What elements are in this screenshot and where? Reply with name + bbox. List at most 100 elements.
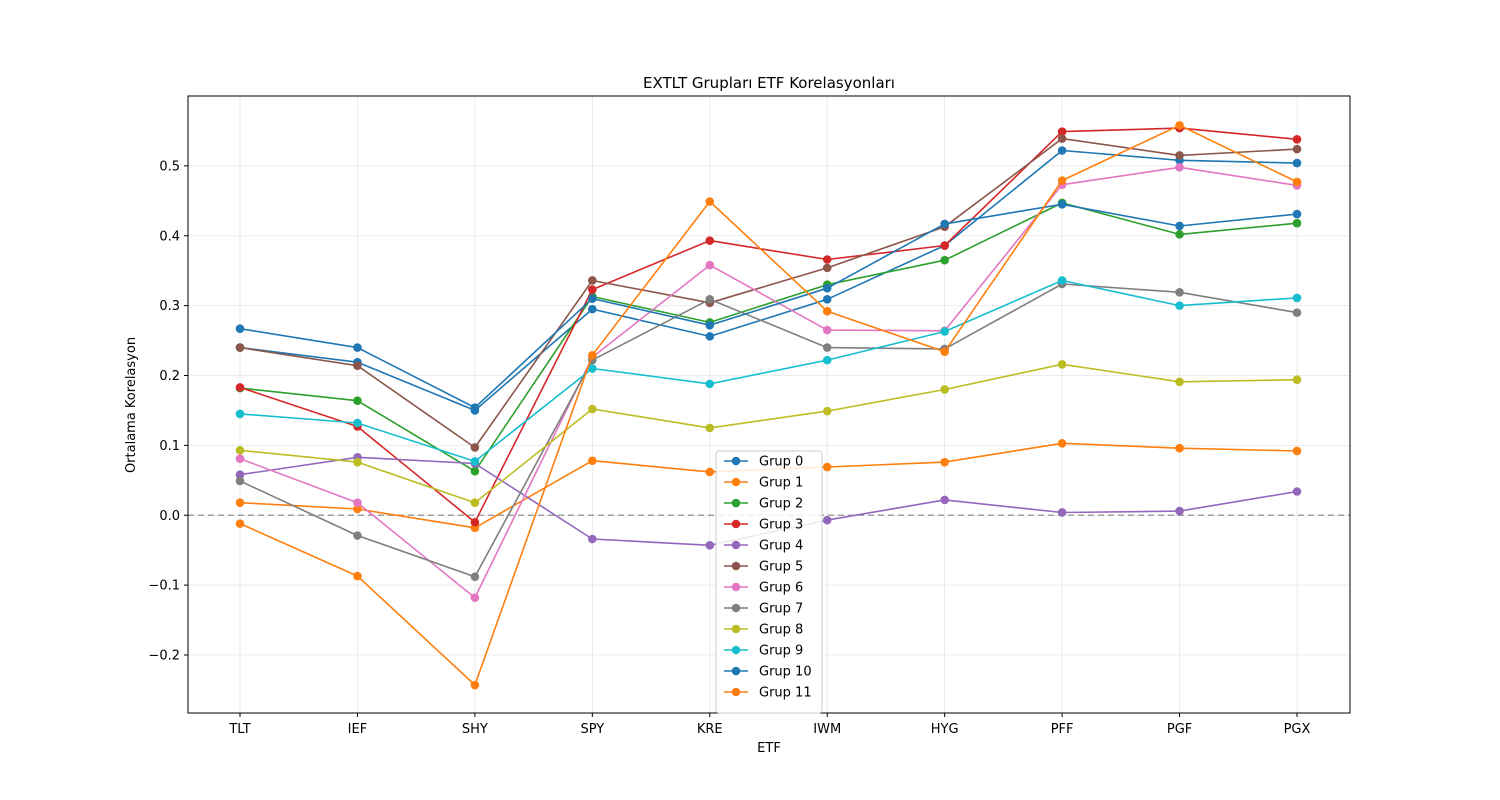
data-point-grup-4-kre [705,540,715,550]
data-point-grup-2-ief [353,396,362,405]
legend-swatch-marker [731,477,741,487]
data-point-grup-3-hyg [940,241,949,250]
data-point-grup-7-tlt [235,476,245,486]
series-line-grup-3 [239,127,1298,524]
y-tick-label: 0.3 [159,299,180,314]
legend-swatch-marker [731,645,741,655]
x-tick-label-pff: PFF [1051,722,1074,737]
x-tick-label-hyg: HYG [931,722,959,737]
data-point-grup-11-hyg [940,347,949,357]
data-point-grup-1-pgx [1292,446,1302,456]
data-point-grup-10-pgf [1175,221,1184,231]
data-point-grup-8-pgf [1175,377,1184,387]
data-point-grup-10-hyg [940,219,949,229]
legend-swatch-marker [731,666,741,676]
x-tick-label-shy: SHY [462,722,488,737]
data-point-grup-5-ief [353,361,362,371]
data-point-grup-5-shy [470,443,480,452]
data-point-grup-8-kre [705,423,715,433]
legend-swatch-marker [731,582,741,592]
series-grup-11 [235,121,1302,690]
data-point-grup-1-iwm [822,462,832,472]
series-line-grup-6 [239,166,1298,599]
legend-item-grup-3: Grup 3 [724,518,803,533]
data-point-grup-6-shy [470,593,480,603]
x-tick-label-kre: KRE [697,722,723,737]
y-axis-ticks: −0.2 −0.1 0.0 0.1 0.2 0.3 0.4 0.5 [148,159,188,664]
x-tick-label-tlt: TLT [228,722,250,737]
legend-label-grup-1: Grup 1 [759,476,803,491]
series-line-grup-10 [239,203,1298,409]
data-point-grup-5-pgf [1175,151,1184,160]
legend-label-grup-0: Grup 0 [759,455,803,470]
data-point-grup-4-hyg [940,495,949,505]
legend-swatch-marker [731,498,741,508]
data-point-grup-2-pgx [1292,218,1302,228]
legend-label-grup-8: Grup 8 [759,623,803,638]
data-point-grup-9-hyg [940,327,949,336]
data-point-grup-1-tlt [235,498,245,507]
legend-label-grup-5: Grup 5 [759,560,803,575]
data-point-grup-0-kre [705,332,715,341]
y-tick-label: 0.2 [159,369,180,384]
data-point-grup-6-ief [353,498,362,507]
x-axis-ticks: TLT IEF SHY SPY KRE IWM HYG PFF PGF PGX [228,713,1310,737]
data-point-grup-3-tlt [235,383,245,392]
x-tick-label-ief: IEF [348,722,368,737]
data-point-grup-11-tlt [235,519,245,528]
data-point-grup-9-shy [470,457,480,466]
legend-swatch-marker [731,561,741,571]
series-line-grup-7 [239,283,1298,578]
data-point-grup-7-shy [470,572,480,582]
legend-box [715,450,823,714]
data-point-grup-6-iwm [822,325,832,335]
legend-label-grup-11: Grup 11 [759,686,812,701]
legend-label-grup-3: Grup 3 [759,518,803,533]
data-point-grup-3-spy [588,285,597,294]
legend-label-grup-7: Grup 7 [759,602,803,617]
data-point-grup-5-iwm [822,263,832,273]
data-point-grup-8-iwm [822,406,832,416]
legend-item-grup-1: Grup 1 [724,476,803,491]
data-point-grup-0-spy [588,304,597,314]
series-grup-10 [235,200,1302,412]
data-point-grup-4-pgx [1292,487,1302,496]
data-point-grup-5-pgx [1292,144,1302,154]
data-point-grup-9-pgf [1175,301,1184,310]
legend-swatch-marker [731,540,741,550]
x-tick-label-spy: SPY [580,722,604,737]
data-point-grup-8-tlt [235,445,245,455]
data-point-grup-6-pgf [1175,162,1184,172]
data-point-grup-5-pff [1057,134,1067,143]
legend: Grup 0 Grup 1 Grup 2 Grup 3 Grup 4 Grup 5 Grup… [715,450,823,714]
data-point-grup-1-hyg [940,457,949,467]
data-point-grup-2-pgf [1175,230,1184,239]
data-point-grup-0-iwm [822,295,832,304]
data-point-grup-11-pgf [1175,121,1184,130]
series-line-grup-11 [239,124,1298,686]
y-tick-label: 0.0 [159,509,180,524]
y-axis-label: Ortalama Korelasyon [124,337,139,473]
data-point-grup-4-pgf [1175,506,1184,516]
data-point-grup-4-tlt [235,470,245,480]
data-point-grup-11-pgx [1292,177,1302,187]
legend-swatch-marker [731,456,741,466]
legend-swatch-marker [731,519,741,529]
data-point-grup-9-spy [588,364,597,373]
data-point-grup-8-pff [1057,360,1067,369]
data-point-grup-0-pgx [1292,158,1302,168]
data-point-grup-10-shy [470,403,480,412]
series-grup-3 [235,123,1302,527]
series-line-grup-8 [239,363,1298,504]
data-point-grup-10-ief [353,343,362,352]
series-line-grup-2 [239,202,1298,473]
data-point-grup-7-pgx [1292,308,1302,317]
data-point-grup-7-kre [705,295,715,304]
legend-swatch-marker [731,687,741,697]
data-point-grup-2-hyg [940,255,949,265]
x-axis-label: ETF [757,741,781,756]
data-point-grup-7-ief [353,531,362,540]
data-point-grup-9-ief [353,418,362,428]
series-line-grup-9 [239,279,1298,463]
